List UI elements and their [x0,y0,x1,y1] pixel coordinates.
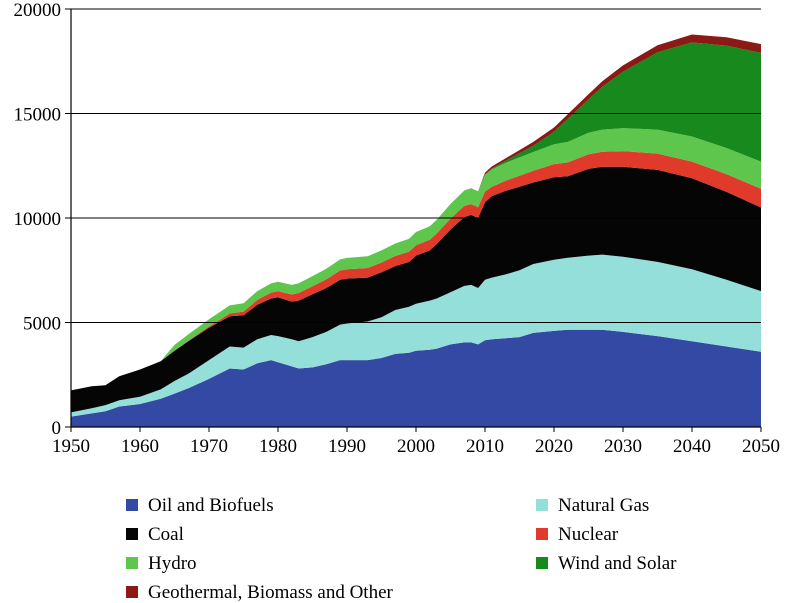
y-tick-label: 5000 [23,314,61,335]
legend-swatch-geothermal-biomass-and-other [126,586,138,598]
legend-swatch-coal [126,528,138,540]
legend-label-hydro: Hydro [148,553,197,574]
x-tick-label: 1990 [328,436,366,457]
chart-legend: Oil and Biofuels Natural Gas Coal Nuclear Hy… [126,495,677,603]
chart-areas [71,34,761,427]
area-nuclear [71,151,761,391]
x-tick-label: 2030 [604,436,642,457]
legend-label-natural-gas: Natural Gas [558,495,649,516]
legend-label-oil-and-biofuels: Oil and Biofuels [148,495,274,516]
x-tick-label: 2010 [466,436,504,457]
legend-swatch-wind-and-solar [536,557,548,569]
area-coal [71,166,761,413]
x-tick-label: 1960 [121,436,159,457]
legend-label-coal: Coal [148,524,184,545]
x-tick-label: 2050 [742,436,780,457]
legend-label-wind-and-solar: Wind and Solar [558,553,677,574]
area-hydro [71,128,761,391]
x-tick-label: 1980 [259,436,297,457]
x-tick-label: 2020 [535,436,573,457]
chart-tick-labels: 0 5000 10000 15000 20000 1950 1960 1970 1980 1990… [14,0,781,457]
legend-swatch-oil-and-biofuels [126,499,138,511]
y-tick-label: 0 [52,418,62,439]
y-tick-label: 10000 [14,209,62,230]
legend-swatch-hydro [126,557,138,569]
legend-label-nuclear: Nuclear [558,524,619,545]
legend-label-geothermal-biomass-and-other: Geothermal, Biomass and Other [148,582,394,603]
y-tick-label: 20000 [14,0,62,21]
x-tick-label: 1970 [190,436,228,457]
chart-gridlines [71,8,761,323]
x-tick-label: 1950 [52,436,90,457]
area-oil-and-biofuels [71,329,761,427]
area-natural-gas [71,254,761,417]
x-tick-label: 2040 [673,436,711,457]
area-wind-and-solar [71,42,761,391]
legend-swatch-natural-gas [536,499,548,511]
x-tick-label: 2000 [397,436,435,457]
legend-swatch-nuclear [536,528,548,540]
y-tick-label: 15000 [14,105,62,126]
